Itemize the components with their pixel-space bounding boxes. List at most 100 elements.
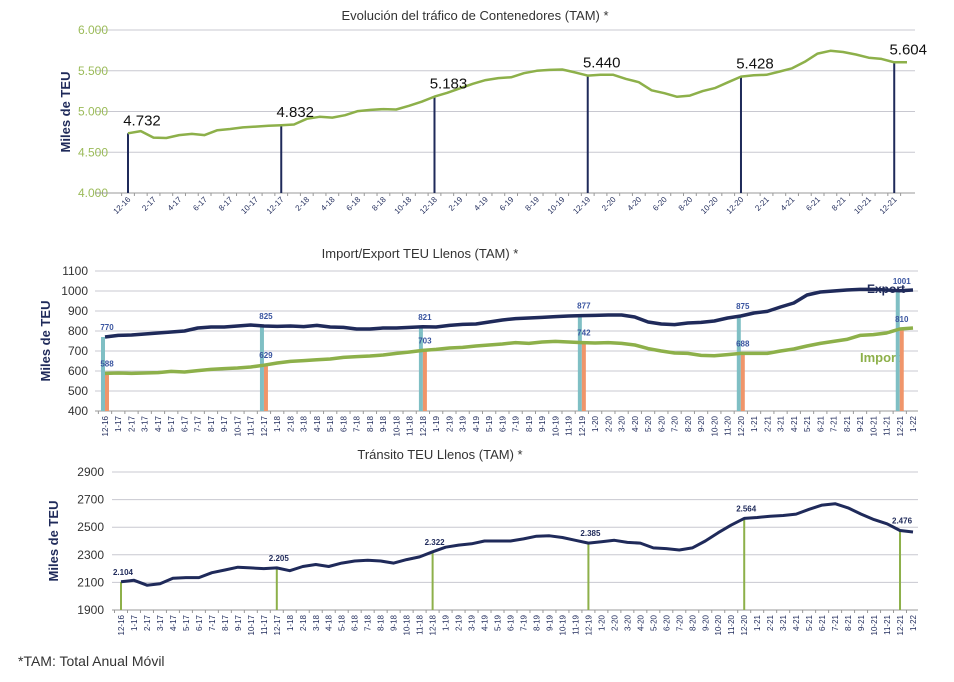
x-tick-label: 4-21	[779, 195, 797, 213]
x-tick-label: 10-19	[546, 195, 567, 216]
highlight-bar	[577, 315, 582, 411]
x-tick-label: 5-17	[182, 614, 191, 631]
x-tick-label: 7-20	[675, 614, 684, 631]
data-label: 5.183	[430, 76, 468, 93]
x-tick-label: 10-17	[239, 195, 260, 216]
x-tick-label: 2-21	[766, 614, 775, 631]
y-tick-label: 600	[68, 364, 88, 378]
x-tick-label: 10-18	[392, 415, 401, 436]
x-tick-label: 4-20	[626, 195, 644, 213]
x-tick-label: 5-18	[338, 614, 347, 631]
x-tick-label: 11-20	[727, 614, 736, 634]
x-tick-label: 2-19	[445, 415, 454, 432]
x-tick-label: 4-20	[636, 614, 645, 631]
series-line-export	[104, 287, 914, 339]
y-tick-label: 1900	[77, 603, 104, 617]
x-tick-label: 7-19	[519, 614, 528, 631]
highlight-bar	[101, 337, 105, 411]
data-label: 4.732	[123, 112, 161, 129]
x-tick-label: 10-17	[233, 415, 242, 436]
series-line	[120, 502, 914, 587]
x-tick-label: 11-21	[883, 415, 892, 435]
series-label-import: Import	[860, 350, 901, 365]
x-tick-label: 6-21	[818, 614, 827, 631]
x-tick-label: 3-17	[156, 614, 165, 631]
x-tick-label: 4-17	[166, 195, 184, 213]
x-tick-label: 1-22	[909, 614, 918, 631]
y-tick-label: 2700	[77, 493, 104, 507]
data-label: 1001	[893, 277, 911, 286]
x-tick-label: 12-19	[584, 614, 593, 635]
x-tick-label: 6-21	[804, 195, 822, 213]
x-tick-label: 10-17	[247, 614, 256, 635]
x-tick-label: 9-17	[234, 614, 243, 631]
x-tick-label: 5-17	[167, 415, 176, 432]
x-tick-label: 7-20	[671, 415, 680, 432]
x-tick-label: 1-19	[442, 614, 451, 631]
chart2-ylabel: Miles de TEU	[38, 301, 53, 382]
x-tick-label: 12-18	[419, 415, 428, 436]
x-tick-label: 9-17	[220, 415, 229, 432]
highlight-bar	[418, 326, 423, 411]
x-tick-label: 8-19	[532, 614, 541, 631]
x-tick-label: 2-19	[447, 195, 465, 213]
x-tick-label: 1-17	[114, 415, 123, 432]
x-tick-label: 5-18	[326, 415, 335, 432]
x-tick-label: 5-19	[485, 415, 494, 432]
y-tick-label: 900	[68, 304, 88, 318]
x-tick-label: 8-19	[523, 195, 541, 213]
x-tick-label: 4-19	[472, 195, 490, 213]
x-tick-label: 8-20	[688, 614, 697, 631]
x-tick-label: 2-17	[143, 614, 152, 631]
x-tick-label: 12-21	[878, 195, 899, 216]
x-tick-label: 6-17	[191, 195, 209, 213]
x-tick-label: 5-20	[649, 614, 658, 631]
x-tick-label: 8-17	[217, 195, 235, 213]
x-tick-label: 8-21	[843, 415, 852, 432]
x-tick-label: 12-16	[117, 614, 126, 635]
x-tick-label: 4-21	[792, 614, 801, 631]
x-tick-label: 8-17	[207, 415, 216, 432]
x-tick-label: 12-16	[101, 415, 110, 436]
highlight-bar	[263, 365, 268, 411]
y-tick-label: 500	[68, 384, 88, 398]
x-tick-label: 1-21	[750, 415, 759, 432]
x-tick-label: 11-17	[260, 614, 269, 634]
data-label: 629	[259, 351, 273, 360]
x-tick-label: 11-20	[724, 415, 733, 435]
x-tick-label: 6-18	[345, 195, 363, 213]
y-tick-label: 6.000	[78, 23, 108, 37]
highlight-bar	[736, 316, 741, 411]
x-tick-label: 12-20	[737, 415, 746, 436]
y-tick-label: 400	[68, 404, 88, 418]
x-tick-label: 4-21	[790, 415, 799, 432]
x-tick-label: 8-20	[677, 195, 695, 213]
x-tick-label: 4-18	[313, 415, 322, 432]
y-tick-label: 700	[68, 344, 88, 358]
data-label: 742	[577, 329, 591, 338]
x-tick-label: 12-16	[112, 195, 133, 216]
x-tick-label: 3-21	[777, 415, 786, 432]
x-tick-label: 4-17	[169, 614, 178, 631]
x-tick-label: 2-21	[753, 195, 771, 213]
x-tick-label: 12-19	[578, 415, 587, 436]
x-tick-label: 10-19	[551, 415, 560, 436]
x-tick-label: 1-18	[273, 415, 282, 432]
highlight-bar	[895, 290, 900, 411]
x-tick-label: 4-18	[319, 195, 337, 213]
x-tick-label: 3-18	[300, 415, 309, 432]
y-tick-label: 2500	[77, 520, 104, 534]
x-tick-label: 3-20	[618, 415, 627, 432]
x-tick-label: 8-18	[370, 195, 388, 213]
x-tick-label: 7-19	[512, 415, 521, 432]
x-tick-label: 7-21	[830, 415, 839, 432]
x-tick-label: 11-21	[883, 614, 892, 634]
x-tick-label: 10-18	[403, 614, 412, 635]
x-tick-label: 9-18	[390, 614, 399, 631]
x-tick-label: 12-18	[418, 195, 439, 216]
x-tick-label: 7-18	[364, 614, 373, 631]
x-tick-label: 11-18	[416, 614, 425, 634]
x-tick-label: 1-19	[432, 415, 441, 432]
y-tick-label: 5.000	[78, 105, 108, 119]
x-tick-label: 7-18	[353, 415, 362, 432]
